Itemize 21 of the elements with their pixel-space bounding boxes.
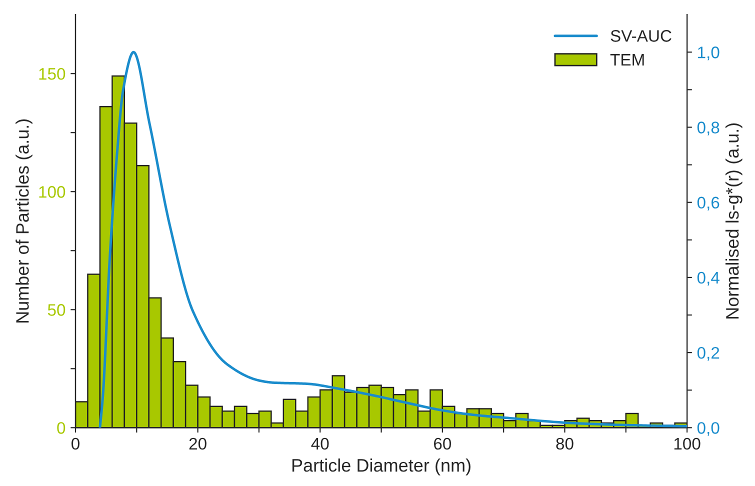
y-tick-label: 0 (57, 422, 66, 434)
y2-axis-title: Normalised ls-g*(r) (a.u.) (725, 123, 742, 318)
x-tick-label: 60 (434, 438, 452, 450)
y2-tick-label: 0,2 (697, 346, 720, 361)
y2-tick-label: 0,0 (697, 422, 720, 436)
y-tick-label: 100 (39, 186, 66, 198)
y2-tick-label: 0,8 (697, 122, 720, 136)
x-tick-label: 0 (72, 438, 80, 450)
x-tick-label: 100 (674, 438, 700, 450)
y2-tick-label: 1,0 (698, 46, 720, 60)
x-tick-label: 80 (556, 438, 574, 450)
y-tick-label: 50 (48, 304, 66, 316)
legend-label: TEM (610, 54, 644, 66)
y2-tick-label: 0,4 (697, 272, 720, 286)
x-tick-label: 20 (189, 438, 206, 450)
y-axis-title: Number of Particles (a.u.) (16, 119, 32, 322)
y-tick-label: 150 (39, 68, 66, 80)
y2-tick-label: 0,6 (697, 196, 720, 211)
x-axis-title: Particle Diameter (nm) (292, 458, 470, 476)
legend-label: SV-AUC (610, 30, 672, 42)
x-tick-label: 40 (311, 438, 329, 450)
